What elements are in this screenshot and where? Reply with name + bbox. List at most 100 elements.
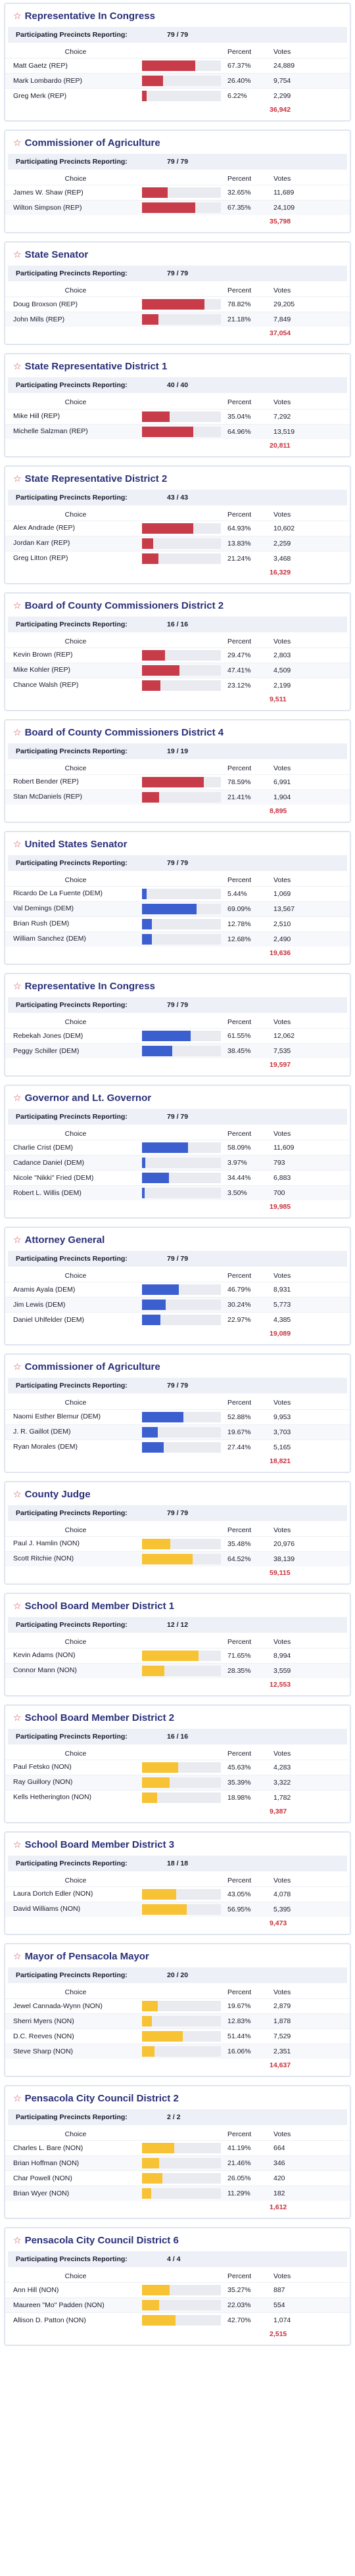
candidate-percent: 35.48% [227,1539,251,1548]
candidate-row: Peggy Schiller (DEM) 38.45% 7,535 [5,1043,350,1059]
precincts-value: 12 / 12 [167,1620,189,1629]
percent-header: Percent [227,876,252,884]
star-icon[interactable]: ☆ [13,1712,22,1723]
total-votes: 19,985 [270,1203,291,1211]
vote-share-fill [142,76,163,87]
candidate-percent: 52.88% [227,1413,251,1421]
candidate-votes: 7,529 [273,2032,291,2041]
candidate-row: Stan McDaniels (REP) 21.41% 1,904 [5,789,350,805]
candidate-row: Scott Ritchie (NON) 64.52% 38,139 [5,1551,350,1566]
candidate-percent: 19.67% [227,1428,251,1436]
vote-share-bar [142,314,221,325]
candidate-row: Kevin Brown (REP) 29.47% 2,803 [5,647,350,663]
precincts-reporting: Participating Precincts Reporting: 79 / 7… [8,1378,347,1394]
star-icon[interactable]: ☆ [13,361,22,372]
choice-header: Choice [64,2130,87,2139]
candidate-name: Michelle Salzman (REP) [13,427,88,435]
candidate-votes: 29,205 [273,300,295,309]
candidate-votes: 2,199 [273,681,291,690]
candidate-row: Paul Fetsko (NON) 45.63% 4,283 [5,1759,350,1775]
candidate-name: Mark Lombardo (REP) [13,76,83,85]
precincts-reporting: Participating Precincts Reporting: 4 / 4 [8,2251,347,2268]
candidate-row: Char Powell (NON) 26.05% 420 [5,2170,350,2186]
percent-header: Percent [227,637,252,645]
vote-share-fill [142,2158,159,2169]
candidate-name: Wilton Simpson (REP) [13,203,82,212]
total-votes-row: 59,115 [5,1566,350,1583]
candidate-row: Kells Hetherington (NON) 18.98% 1,782 [5,1789,350,1805]
star-icon[interactable]: ☆ [13,11,22,21]
star-icon[interactable]: ☆ [13,1838,22,1850]
star-icon[interactable]: ☆ [13,1234,22,1246]
choice-header: Choice [64,2272,87,2281]
precincts-label: Participating Precincts Reporting: [16,2255,128,2264]
vote-share-fill [142,1046,173,1057]
candidate-percent: 45.63% [227,1763,251,1771]
candidate-percent: 23.12% [227,681,251,690]
star-icon[interactable]: ☆ [13,1600,22,1611]
candidate-name: Brian Wyer (NON) [13,2189,70,2197]
candidate-row: Paul J. Hamlin (NON) 35.48% 20,976 [5,1535,350,1551]
star-icon[interactable]: ☆ [13,249,22,260]
star-icon[interactable]: ☆ [13,137,22,149]
candidate-name: Allison D. Patton (NON) [13,2316,86,2324]
candidate-votes: 346 [273,2159,285,2168]
choice-header: Choice [64,1637,87,1646]
star-icon[interactable]: ☆ [13,981,22,991]
table-header: Choice Percent Votes [5,871,350,886]
vote-share-bar [142,2001,221,2012]
vote-share-fill [142,889,147,899]
candidate-percent: 21.46% [227,2159,251,2168]
star-icon[interactable]: ☆ [13,2235,22,2246]
star-icon[interactable]: ☆ [13,1951,22,1961]
vote-share-bar [142,1046,221,1057]
vote-share-bar [142,411,221,422]
precincts-value: 20 / 20 [167,1971,189,1979]
vote-share-bar [142,2158,221,2169]
vote-share-bar [142,1538,221,1549]
votes-header: Votes [273,2130,291,2139]
star-icon[interactable]: ☆ [13,1488,22,1499]
precincts-reporting: Participating Precincts Reporting: 2 / 2 [8,2109,347,2126]
percent-header: Percent [227,1130,252,1138]
star-icon[interactable]: ☆ [13,726,22,738]
candidate-name: Charlie Crist (DEM) [13,1143,74,1152]
table-header: Choice Percent Votes [5,281,350,296]
star-icon[interactable]: ☆ [13,599,22,611]
choice-header: Choice [64,398,87,407]
star-icon[interactable]: ☆ [13,1092,22,1104]
candidate-votes: 664 [273,2144,285,2153]
candidate-votes: 2,879 [273,2002,291,2011]
race-card: ☆ Commissioner of Agriculture Participatin… [4,1353,351,1473]
star-icon[interactable]: ☆ [13,473,22,484]
percent-header: Percent [227,1272,252,1280]
choice-header: Choice [64,1399,87,1407]
precincts-reporting: Participating Precincts Reporting: 79 / 7… [8,1109,347,1125]
star-icon[interactable]: ☆ [13,1361,22,1372]
votes-header: Votes [273,398,291,407]
total-votes: 37,054 [270,329,291,338]
candidate-row: Aramis Ayala (DEM) 46.79% 8,931 [5,1282,350,1297]
vote-share-fill [142,538,153,549]
precincts-value: 79 / 79 [167,858,189,867]
vote-share-fill [142,2188,151,2199]
candidate-name: Kevin Adams (NON) [13,1651,76,1660]
candidate-votes: 4,283 [273,1763,291,1771]
candidate-name: Naomi Esther Blemur (DEM) [13,1412,101,1420]
race-title: ☆ State Senator [5,243,350,266]
star-icon[interactable]: ☆ [13,838,22,849]
votes-header: Votes [273,2272,291,2281]
precincts-label: Participating Precincts Reporting: [16,858,128,867]
total-votes: 19,636 [270,949,291,957]
vote-share-bar [142,1792,221,1803]
candidate-row: Mark Lombardo (REP) 26.40% 9,754 [5,73,350,89]
candidate-votes: 3,468 [273,554,291,563]
precincts-label: Participating Precincts Reporting: [16,1620,128,1629]
vote-share-bar [142,553,221,564]
choice-header: Choice [64,1272,87,1280]
race-title: ☆ Representative In Congress [5,974,350,997]
star-icon[interactable]: ☆ [13,2093,22,2104]
race-title-text: Board of County Commissioners District 4 [24,726,224,738]
percent-header: Percent [227,175,252,183]
candidate-votes: 8,994 [273,1651,291,1660]
